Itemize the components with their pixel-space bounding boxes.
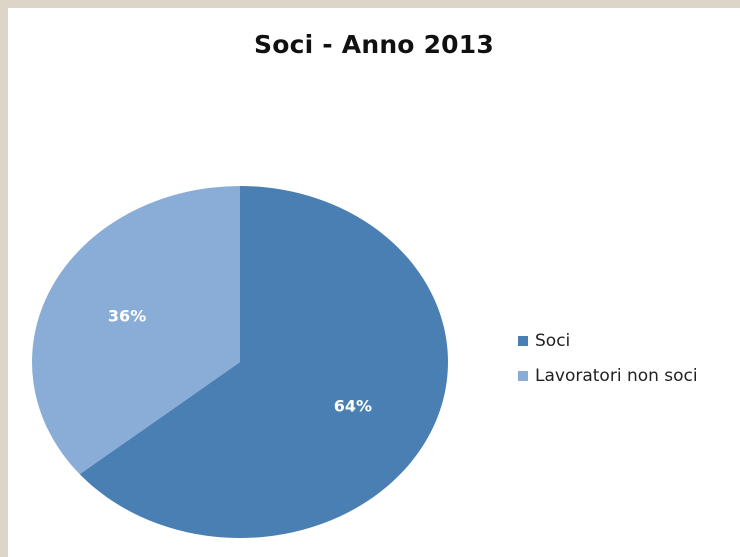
data-label-lavoratori-non-soci: 36%	[108, 307, 146, 326]
legend-swatch-lavoratori-non-soci	[518, 371, 528, 381]
legend-item-soci: Soci	[518, 330, 698, 352]
chart-title: Soci - Anno 2013	[254, 30, 494, 59]
legend-label-lavoratori-non-soci: Lavoratori non soci	[535, 366, 698, 386]
data-label-soci: 64%	[334, 396, 372, 415]
legend-label-soci: Soci	[535, 331, 571, 351]
legend-item-lavoratori-non-soci: Lavoratori non soci	[518, 365, 698, 387]
pie-chart: 64% 36%	[31, 186, 448, 538]
pie-slice-soci	[79, 186, 448, 538]
pie-slice-lavoratori-non-soci	[31, 186, 240, 475]
legend-swatch-soci	[518, 336, 528, 346]
chart-area: Soci - Anno 2013 64% 36% Soci Lavoratori …	[8, 8, 740, 557]
legend: Soci Lavoratori non soci	[518, 330, 698, 400]
